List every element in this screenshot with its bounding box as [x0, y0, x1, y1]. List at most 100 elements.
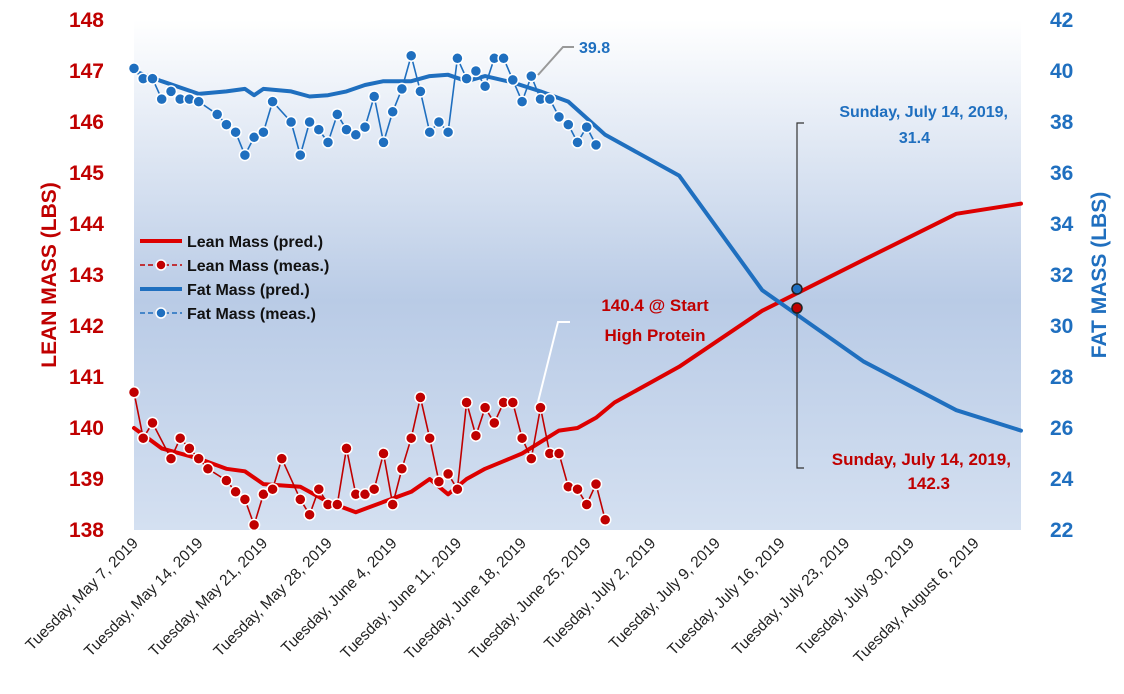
x-tick-label: Tuesday, July 30, 2019	[794, 535, 918, 659]
fat-meas-point	[312, 123, 326, 136]
fat-meas-point	[497, 52, 510, 65]
lean-meas-layer	[127, 386, 612, 532]
lean-meas-point	[571, 482, 584, 496]
annotation-lean-crossover-line1: Sunday, July 14, 2019,	[832, 450, 1011, 469]
y-left-tick-label: 138	[69, 519, 104, 542]
y-left-tick-label: 139	[69, 468, 104, 491]
fat-meas-point	[164, 85, 178, 98]
lean-meas-point	[377, 447, 390, 460]
x-tick-label: Tuesday, July 2, 2019	[541, 535, 659, 653]
lean-meas-point	[312, 482, 326, 496]
annotation-fat-crossover-line1: Sunday, July 14, 2019,	[839, 104, 1008, 121]
y-left-tick-label: 141	[69, 366, 104, 389]
lean-meas-point	[340, 442, 353, 455]
y-right-tick-label: 40	[1050, 60, 1073, 83]
fat-meas-point	[562, 118, 575, 131]
y-axis-left-ticks: 138 139 140 141 142 143 144 145 146 147 148	[69, 9, 104, 542]
lean-meas-point	[552, 447, 566, 460]
x-tick-label: Tuesday, July 16, 2019	[664, 535, 788, 659]
lean-meas-point	[404, 431, 418, 445]
y-left-tick-label: 145	[69, 162, 104, 185]
fat-meas-point	[210, 108, 224, 121]
x-tick-label: Tuesday, May 28, 2019	[211, 535, 336, 660]
fat-meas-point	[303, 115, 316, 129]
legend-marker-lean-meas	[155, 259, 167, 271]
annotation-fat-max-leader	[537, 46, 574, 76]
fat-meas-point	[552, 110, 566, 124]
annotation-lean-crossover-line2: 142.3	[907, 474, 950, 493]
annotation-protein-start: 140.4 @ Start High Protein	[537, 296, 709, 403]
lean-meas-point	[423, 431, 436, 445]
fat-meas-point	[349, 128, 363, 142]
legend: Lean Mass (pred.) Lean Mass (meas.) Fat …	[140, 234, 329, 323]
fat-meas-point	[432, 115, 446, 129]
legend-label-lean-pred: Lean Mass (pred.)	[187, 234, 323, 251]
lean-meas-point	[358, 488, 372, 501]
fat-meas-point	[358, 120, 372, 134]
lean-meas-point	[146, 416, 159, 430]
lean-meas-point	[589, 477, 603, 491]
fat-pred-layer	[132, 69, 1023, 433]
annotation-lean-crossover-leader	[796, 308, 804, 469]
fat-meas-point	[571, 136, 584, 149]
lean-meas-point	[534, 401, 547, 414]
x-tick-label: Tuesday, May 21, 2019	[146, 535, 271, 660]
fat-meas-point	[340, 123, 353, 136]
annotation-fat-max-label: 39.8	[579, 40, 610, 57]
fat-meas-point	[155, 92, 168, 106]
y-left-tick-label: 142	[69, 315, 104, 338]
y-right-tick-label: 42	[1050, 9, 1073, 32]
lean-meas-point	[266, 482, 279, 496]
annotation-protein-start-line1: 140.4 @ Start	[601, 296, 709, 315]
fat-meas-point	[469, 64, 483, 78]
lean-meas-point	[331, 498, 344, 511]
lean-meas-point	[136, 431, 150, 445]
x-tick-label: Tuesday, May 7, 2019	[23, 535, 142, 654]
lean-meas-point	[598, 513, 612, 527]
x-tick-label: Tuesday, July 9, 2019	[606, 535, 724, 653]
y-right-tick-label: 26	[1050, 417, 1073, 440]
annotation-protein-start-line2: High Protein	[604, 326, 705, 345]
fat-meas-point	[395, 82, 409, 96]
fat-meas-layer	[127, 49, 603, 162]
fat-meas-point	[192, 95, 205, 108]
fat-meas-point	[367, 90, 381, 103]
fat-meas-point	[146, 72, 159, 85]
fat-meas-point	[321, 136, 335, 149]
fat-meas-point	[386, 105, 399, 119]
lean-meas-point	[469, 429, 483, 442]
lean-meas-point	[183, 442, 196, 455]
fat-meas-point	[478, 80, 492, 93]
annotation-fat-max: 39.8	[537, 40, 610, 76]
x-tick-label: Tuesday, August 6, 2019	[851, 535, 983, 667]
x-tick-label: Tuesday, June 25, 2019	[466, 535, 594, 663]
y-left-tick-label: 143	[69, 264, 104, 287]
plot-area	[134, 20, 1021, 530]
fat-meas-point	[284, 115, 298, 129]
y-right-tick-label: 38	[1050, 111, 1074, 134]
lean-meas-point	[386, 498, 399, 511]
legend-marker-fat-meas	[155, 307, 167, 319]
fat-meas-point	[460, 72, 473, 85]
lean-meas-point	[229, 485, 242, 499]
fat-meas-point	[331, 108, 344, 121]
lean-meas-point	[515, 431, 529, 445]
lean-meas-point	[257, 488, 270, 501]
x-tick-label: Tuesday, July 23, 2019	[729, 535, 853, 659]
fat-meas-point	[525, 69, 538, 83]
y-axis-left-title: LEAN MASS (LBS)	[38, 182, 61, 368]
y-left-tick-label: 148	[69, 9, 104, 32]
y-axis-right-title: FAT MASS (LBS)	[1088, 192, 1111, 358]
annotation-protein-start-leader	[537, 321, 570, 403]
y-left-tick-label: 144	[69, 213, 104, 236]
lean-meas-point	[164, 452, 178, 465]
fat-meas-point	[266, 95, 279, 108]
y-right-tick-label: 28	[1050, 366, 1074, 389]
fat-meas-point	[423, 125, 436, 139]
lean-meas-point	[432, 475, 446, 488]
fat-meas-point	[451, 52, 464, 65]
lean-meas-point	[525, 452, 538, 465]
annotation-fat-crossover: Sunday, July 14, 2019, 31.4	[791, 104, 1008, 295]
